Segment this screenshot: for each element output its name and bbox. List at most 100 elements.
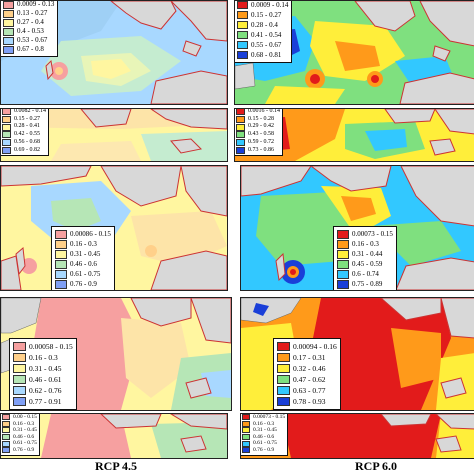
map-legend: 0.0082 - 0.14 0.15 - 0.27 0.28 - 0.41 0.… — [1, 108, 49, 157]
legend-label: 0.67 - 0.8 — [17, 45, 44, 53]
legend-label: 0.00094 - 0.16 — [293, 342, 337, 351]
legend-label: 0.56 - 0.68 — [14, 138, 40, 145]
legend-swatch — [2, 131, 11, 139]
legend-label: 0.31 - 0.45 — [253, 427, 277, 434]
legend-label: 0.76 - 0.9 — [253, 446, 275, 453]
legend-row: 0.15 - 0.27 — [2, 116, 46, 124]
legend-row: 0.16 - 0.3 — [55, 239, 111, 249]
legend-swatch — [242, 420, 250, 427]
map-legend: 0.0009 - 0.14 0.15 - 0.27 0.28 - 0.4 0.4… — [235, 1, 293, 63]
legend-swatch — [3, 27, 14, 36]
legend-label: 0.59 - 0.72 — [248, 138, 274, 145]
legend-row: 0.0009 - 0.13 — [3, 0, 55, 9]
legend-label: 0.00073 - 0.15 — [253, 414, 286, 420]
legend-label: 0.0009 - 0.13 — [17, 0, 55, 8]
legend-swatch — [337, 279, 349, 289]
legend-row: 0.76 - 0.9 — [242, 447, 285, 454]
legend-swatch — [2, 420, 10, 427]
map-legend: 0.0016 - 0.14 0.15 - 0.28 0.29 - 0.42 0.… — [235, 109, 283, 157]
legend-label: 0.53 - 0.67 — [17, 36, 48, 44]
legend-row: 0.32 - 0.46 — [277, 363, 337, 374]
legend-swatch — [13, 342, 26, 351]
legend-swatch — [242, 434, 250, 441]
legend-label: 0.61 - 0.75 — [70, 270, 101, 278]
legend-row: 0.17 - 0.31 — [277, 352, 337, 363]
legend-swatch — [2, 434, 10, 441]
legend-swatch — [242, 447, 250, 454]
legend-swatch — [236, 146, 245, 154]
map-panel-rcp45-5: 0.00 - 0.15 0.16 - 0.3 0.31 - 0.45 0.46 … — [0, 413, 228, 459]
caption-rcp45: RCP 4.5 — [95, 459, 137, 473]
legend-swatch — [236, 131, 245, 139]
legend-swatch — [237, 41, 248, 49]
legend-row: 0.61 - 0.75 — [2, 440, 37, 447]
legend-swatch — [55, 249, 67, 259]
legend-row: 0.31 - 0.45 — [2, 427, 37, 434]
legend-swatch — [2, 440, 10, 447]
legend-swatch — [277, 342, 290, 351]
legend-label: 0.62 - 0.76 — [29, 386, 62, 395]
legend-label: 0.0009 - 0.14 — [251, 1, 289, 9]
legend-row: 0.78 - 0.93 — [277, 396, 337, 407]
legend-row: 0.46 - 0.6 — [2, 434, 37, 441]
legend-label: 0.69 - 0.82 — [14, 146, 40, 153]
map-panel-rcp60-1: 0.0009 - 0.14 0.15 - 0.27 0.28 - 0.4 0.4… — [234, 0, 474, 105]
legend-label: 0.76 - 0.9 — [70, 280, 97, 288]
legend-swatch — [2, 427, 10, 434]
legend-swatch — [13, 397, 26, 406]
legend-row: 0.42 - 0.55 — [2, 131, 46, 139]
map-legend: 0.00 - 0.15 0.16 - 0.3 0.31 - 0.45 0.46 … — [1, 414, 40, 456]
legend-row: 0.00094 - 0.16 — [277, 341, 337, 352]
legend-label: 0.43 - 0.58 — [248, 131, 274, 138]
map-panel-rcp60-4: 0.00094 - 0.16 0.17 - 0.31 0.32 - 0.46 0… — [240, 297, 474, 411]
legend-swatch — [337, 259, 349, 269]
legend-swatch — [237, 31, 248, 39]
legend-row: 0.28 - 0.41 — [2, 123, 46, 131]
legend-swatch — [55, 229, 67, 239]
legend-row: 0.00086 - 0.15 — [55, 229, 111, 239]
legend-swatch — [3, 36, 14, 45]
legend-label: 0.00 - 0.15 — [13, 414, 37, 420]
legend-swatch — [277, 364, 290, 373]
legend-swatch — [55, 269, 67, 279]
legend-swatch — [242, 414, 250, 421]
legend-label: 0.32 - 0.46 — [293, 364, 326, 373]
legend-label: 0.17 - 0.31 — [293, 353, 326, 362]
legend-label: 0.75 - 0.89 — [352, 280, 383, 288]
legend-swatch — [237, 1, 248, 9]
legend-row: 0.56 - 0.68 — [2, 139, 46, 147]
map-panel-rcp45-1: 0.0009 - 0.13 0.13 - 0.27 0.27 - 0.4 0.4… — [0, 0, 228, 105]
legend-swatch — [242, 427, 250, 434]
legend-label: 0.42 - 0.55 — [14, 131, 40, 138]
legend-row: 0.47 - 0.62 — [277, 374, 337, 385]
legend-row: 0.46 - 0.6 — [55, 259, 111, 269]
legend-row: 0.61 - 0.75 — [55, 269, 111, 279]
legend-label: 0.31 - 0.45 — [70, 250, 101, 258]
legend-label: 0.61 - 0.75 — [253, 440, 277, 447]
legend-row: 0.46 - 0.61 — [13, 374, 73, 385]
legend-swatch — [2, 447, 10, 454]
legend-label: 0.45 - 0.59 — [352, 260, 383, 268]
legend-swatch — [236, 109, 245, 116]
legend-row: 0.53 - 0.67 — [3, 36, 54, 45]
legend-swatch — [277, 397, 290, 406]
legend-row: 0.67 - 0.8 — [3, 45, 54, 54]
legend-row: 0.77 - 0.91 — [13, 396, 73, 407]
legend-label: 0.00086 - 0.15 — [70, 230, 111, 238]
legend-label: 0.15 - 0.28 — [248, 115, 274, 122]
legend-row: 0.00073 - 0.15 — [337, 229, 393, 239]
legend-swatch — [237, 51, 248, 59]
legend-swatch — [2, 414, 10, 421]
legend-label: 0.46 - 0.61 — [29, 375, 62, 384]
legend-swatch — [55, 239, 67, 249]
legend-swatch — [337, 249, 349, 259]
legend-swatch — [3, 1, 14, 9]
legend-label: 0.28 - 0.41 — [14, 123, 40, 130]
legend-label: 0.73 - 0.86 — [248, 146, 274, 153]
legend-label: 0.0082 - 0.14 — [14, 108, 46, 114]
legend-label: 0.76 - 0.9 — [13, 446, 35, 453]
legend-swatch — [13, 386, 26, 395]
legend-row: 0.29 - 0.42 — [236, 123, 280, 131]
legend-swatch — [2, 123, 11, 131]
legend-row: 0.31 - 0.45 — [13, 363, 73, 374]
